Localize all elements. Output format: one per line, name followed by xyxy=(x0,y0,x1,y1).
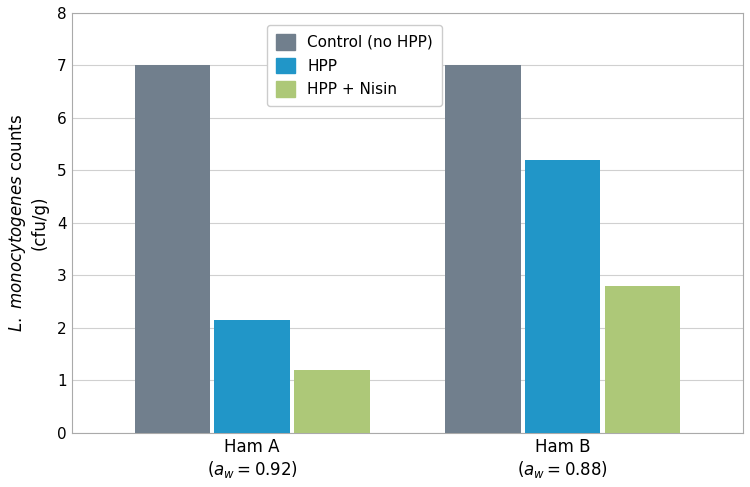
Legend: Control (no HPP), HPP, HPP + Nisin: Control (no HPP), HPP, HPP + Nisin xyxy=(267,25,442,106)
Bar xyxy=(446,65,520,433)
Bar xyxy=(214,320,290,433)
Bar xyxy=(135,65,210,433)
Y-axis label: $\it{L.\ monocytogenes}$ counts
(cfu/g): $\it{L.\ monocytogenes}$ counts (cfu/g) xyxy=(7,114,49,332)
Bar xyxy=(294,370,370,433)
Bar xyxy=(525,160,601,433)
Bar xyxy=(604,286,680,433)
